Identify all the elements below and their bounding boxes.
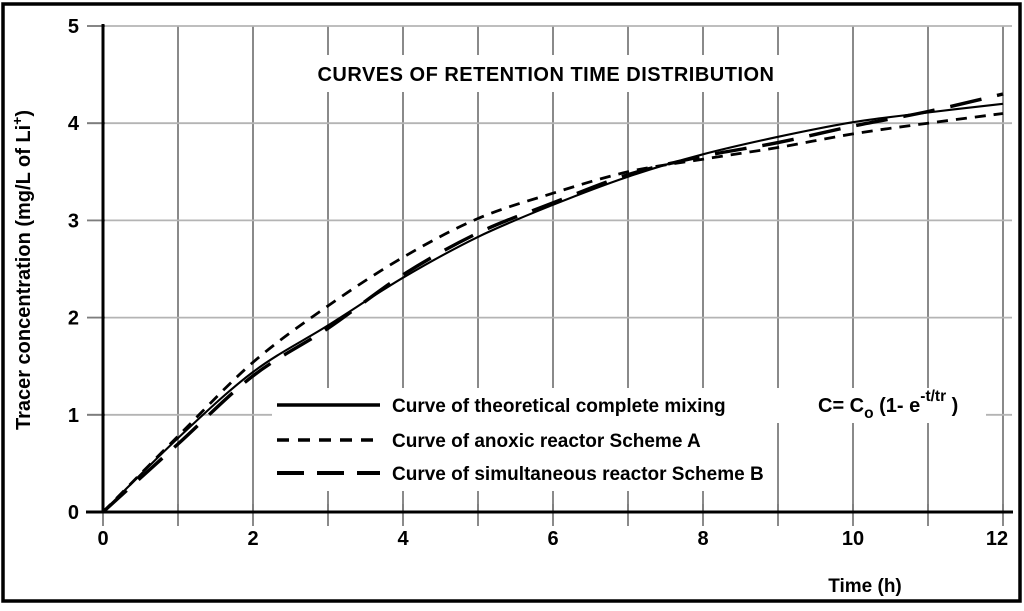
data-curves — [101, 92, 1004, 514]
curve-simultaneous-reactor-scheme-b — [101, 92, 1004, 514]
y-tick-label: 2 — [68, 308, 79, 330]
y-tick-label: 1 — [68, 405, 79, 427]
vertical-gridlines — [177, 26, 1004, 512]
legend-label: Curve of simultaneous reactor Scheme B — [392, 464, 764, 485]
x-tick-label: 12 — [986, 528, 1008, 550]
y-axis-label: Tracer concentration (mg/L of Li+) — [9, 110, 35, 430]
x-tick-label: 6 — [547, 528, 558, 550]
curve-theoretical-complete-mixing — [102, 102, 1004, 513]
legend-formula: C= Co (1- e-t/tr ) — [818, 388, 958, 422]
x-axis-label: Time (h) — [828, 576, 902, 597]
x-tick-label: 4 — [397, 528, 409, 550]
x-tick-label: 10 — [842, 528, 864, 550]
legend-label: Curve of theoretical complete mixing — [392, 396, 726, 417]
y-tick-label: 4 — [68, 113, 80, 135]
x-tick-label: 0 — [97, 528, 108, 550]
curve-anoxic-reactor-scheme-a — [102, 112, 1004, 513]
legend: Curve of theoretical complete mixing Curv… — [272, 388, 986, 491]
y-tick-label: 3 — [68, 210, 79, 232]
chart-title: CURVES OF RETENTION TIME DISTRIBUTION — [317, 64, 774, 86]
legend-label: Curve of anoxic reactor Scheme A — [392, 431, 701, 452]
y-tick-label: 0 — [68, 502, 79, 524]
legend-row-background — [272, 456, 772, 491]
x-tick-label: 8 — [697, 528, 708, 550]
legend-row-background — [272, 388, 986, 423]
y-tick-label: 5 — [68, 16, 79, 38]
axes — [86, 24, 1013, 514]
title-background — [300, 55, 792, 92]
chart-title-group: CURVES OF RETENTION TIME DISTRIBUTION — [300, 55, 792, 92]
x-tick-label: 2 — [247, 528, 258, 550]
